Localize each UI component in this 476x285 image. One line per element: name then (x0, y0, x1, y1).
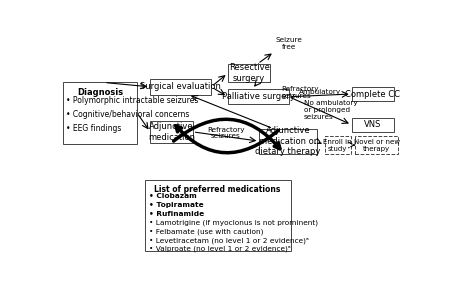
Text: Complete CC: Complete CC (345, 89, 399, 99)
FancyBboxPatch shape (355, 136, 397, 154)
Text: Novel or new
therapy: Novel or new therapy (353, 139, 399, 152)
Text: Refractory
seizures: Refractory seizures (281, 86, 318, 99)
Text: Refractory: Refractory (207, 127, 244, 133)
Text: • Clobazam: • Clobazam (149, 193, 197, 199)
Text: No ambulatory
or prolonged
seizures: No ambulatory or prolonged seizures (303, 100, 357, 120)
Text: VNS: VNS (364, 120, 381, 129)
Text: seizures: seizures (211, 133, 240, 139)
FancyBboxPatch shape (351, 118, 393, 132)
Text: • Rufinamide: • Rufinamide (149, 211, 204, 217)
Text: Surgical evaluation: Surgical evaluation (140, 82, 221, 91)
Text: • Lamotrigine (if myoclonus is not prominent): • Lamotrigine (if myoclonus is not promi… (149, 220, 317, 226)
FancyBboxPatch shape (150, 79, 211, 95)
Text: Resective
surgery: Resective surgery (228, 64, 269, 83)
Text: Adjunctive
medication or
dietary therapy: Adjunctive medication or dietary therapy (255, 126, 320, 156)
Text: • Cognitive/behavioral concerns: • Cognitive/behavioral concerns (66, 110, 189, 119)
Text: • Felbamate (use with caution): • Felbamate (use with caution) (149, 228, 263, 235)
FancyBboxPatch shape (351, 87, 393, 101)
FancyBboxPatch shape (63, 82, 137, 144)
FancyBboxPatch shape (324, 136, 350, 154)
FancyBboxPatch shape (228, 64, 270, 82)
Text: • EEG findings: • EEG findings (66, 124, 121, 133)
FancyBboxPatch shape (150, 121, 192, 143)
Text: • Topiramate: • Topiramate (149, 202, 203, 208)
Text: Palliative surgery: Palliative surgery (221, 92, 294, 101)
FancyBboxPatch shape (144, 180, 290, 251)
Text: Ambulatory: Ambulatory (298, 89, 341, 95)
Text: • Polymorphic intractable seizures: • Polymorphic intractable seizures (66, 96, 198, 105)
Text: • Levetiracetam (no level 1 or 2 evidence)ᵃ: • Levetiracetam (no level 1 or 2 evidenc… (149, 237, 308, 244)
Text: Seizure
free: Seizure free (275, 36, 302, 50)
Text: Diagnosis: Diagnosis (77, 88, 123, 97)
Text: • Valproate (no level 1 or 2 evidence)ᵃ: • Valproate (no level 1 or 2 evidence)ᵃ (149, 246, 290, 253)
Text: Enroll in
study: Enroll in study (323, 139, 351, 152)
FancyBboxPatch shape (228, 89, 288, 104)
Text: Adjunctive
medication: Adjunctive medication (148, 122, 195, 142)
Text: List of preferred medications: List of preferred medications (154, 185, 280, 194)
FancyBboxPatch shape (259, 129, 316, 154)
